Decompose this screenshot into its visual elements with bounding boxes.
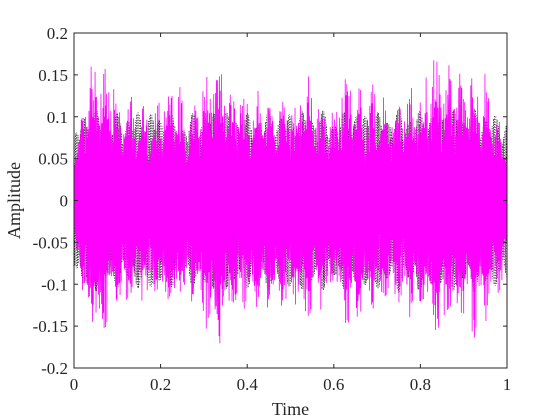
y-tick-label: -0.15	[33, 317, 68, 336]
y-tick-label: 0.1	[47, 108, 68, 127]
x-tick-label: 0.2	[150, 375, 171, 394]
y-tick-label: -0.1	[41, 275, 68, 294]
x-tick-label: 1	[503, 375, 512, 394]
y-tick-label: -0.05	[33, 233, 68, 252]
x-tick-label: 0.6	[323, 375, 344, 394]
plot-data-layer	[73, 60, 508, 344]
y-tick-label: 0	[60, 192, 69, 211]
y-axis-label: Amplitude	[4, 162, 24, 239]
tick-labels: 0 0.2 0.4 0.6 0.8 1 -0.2 -0.15 -0.1 -0.05 0 0.05 0.1…	[33, 24, 512, 394]
x-tick-label: 0	[70, 375, 79, 394]
x-tick-label: 0.4	[237, 375, 259, 394]
y-tick-label: 0.2	[47, 24, 68, 43]
series-magenta-line	[73, 60, 508, 344]
x-axis-label: Time	[272, 399, 309, 419]
y-tick-label: 0.15	[38, 66, 68, 85]
x-tick-label: 0.8	[410, 375, 431, 394]
tick-marks	[73, 32, 508, 369]
y-tick-label: -0.2	[41, 359, 68, 378]
y-tick-label: 0.05	[38, 150, 68, 169]
